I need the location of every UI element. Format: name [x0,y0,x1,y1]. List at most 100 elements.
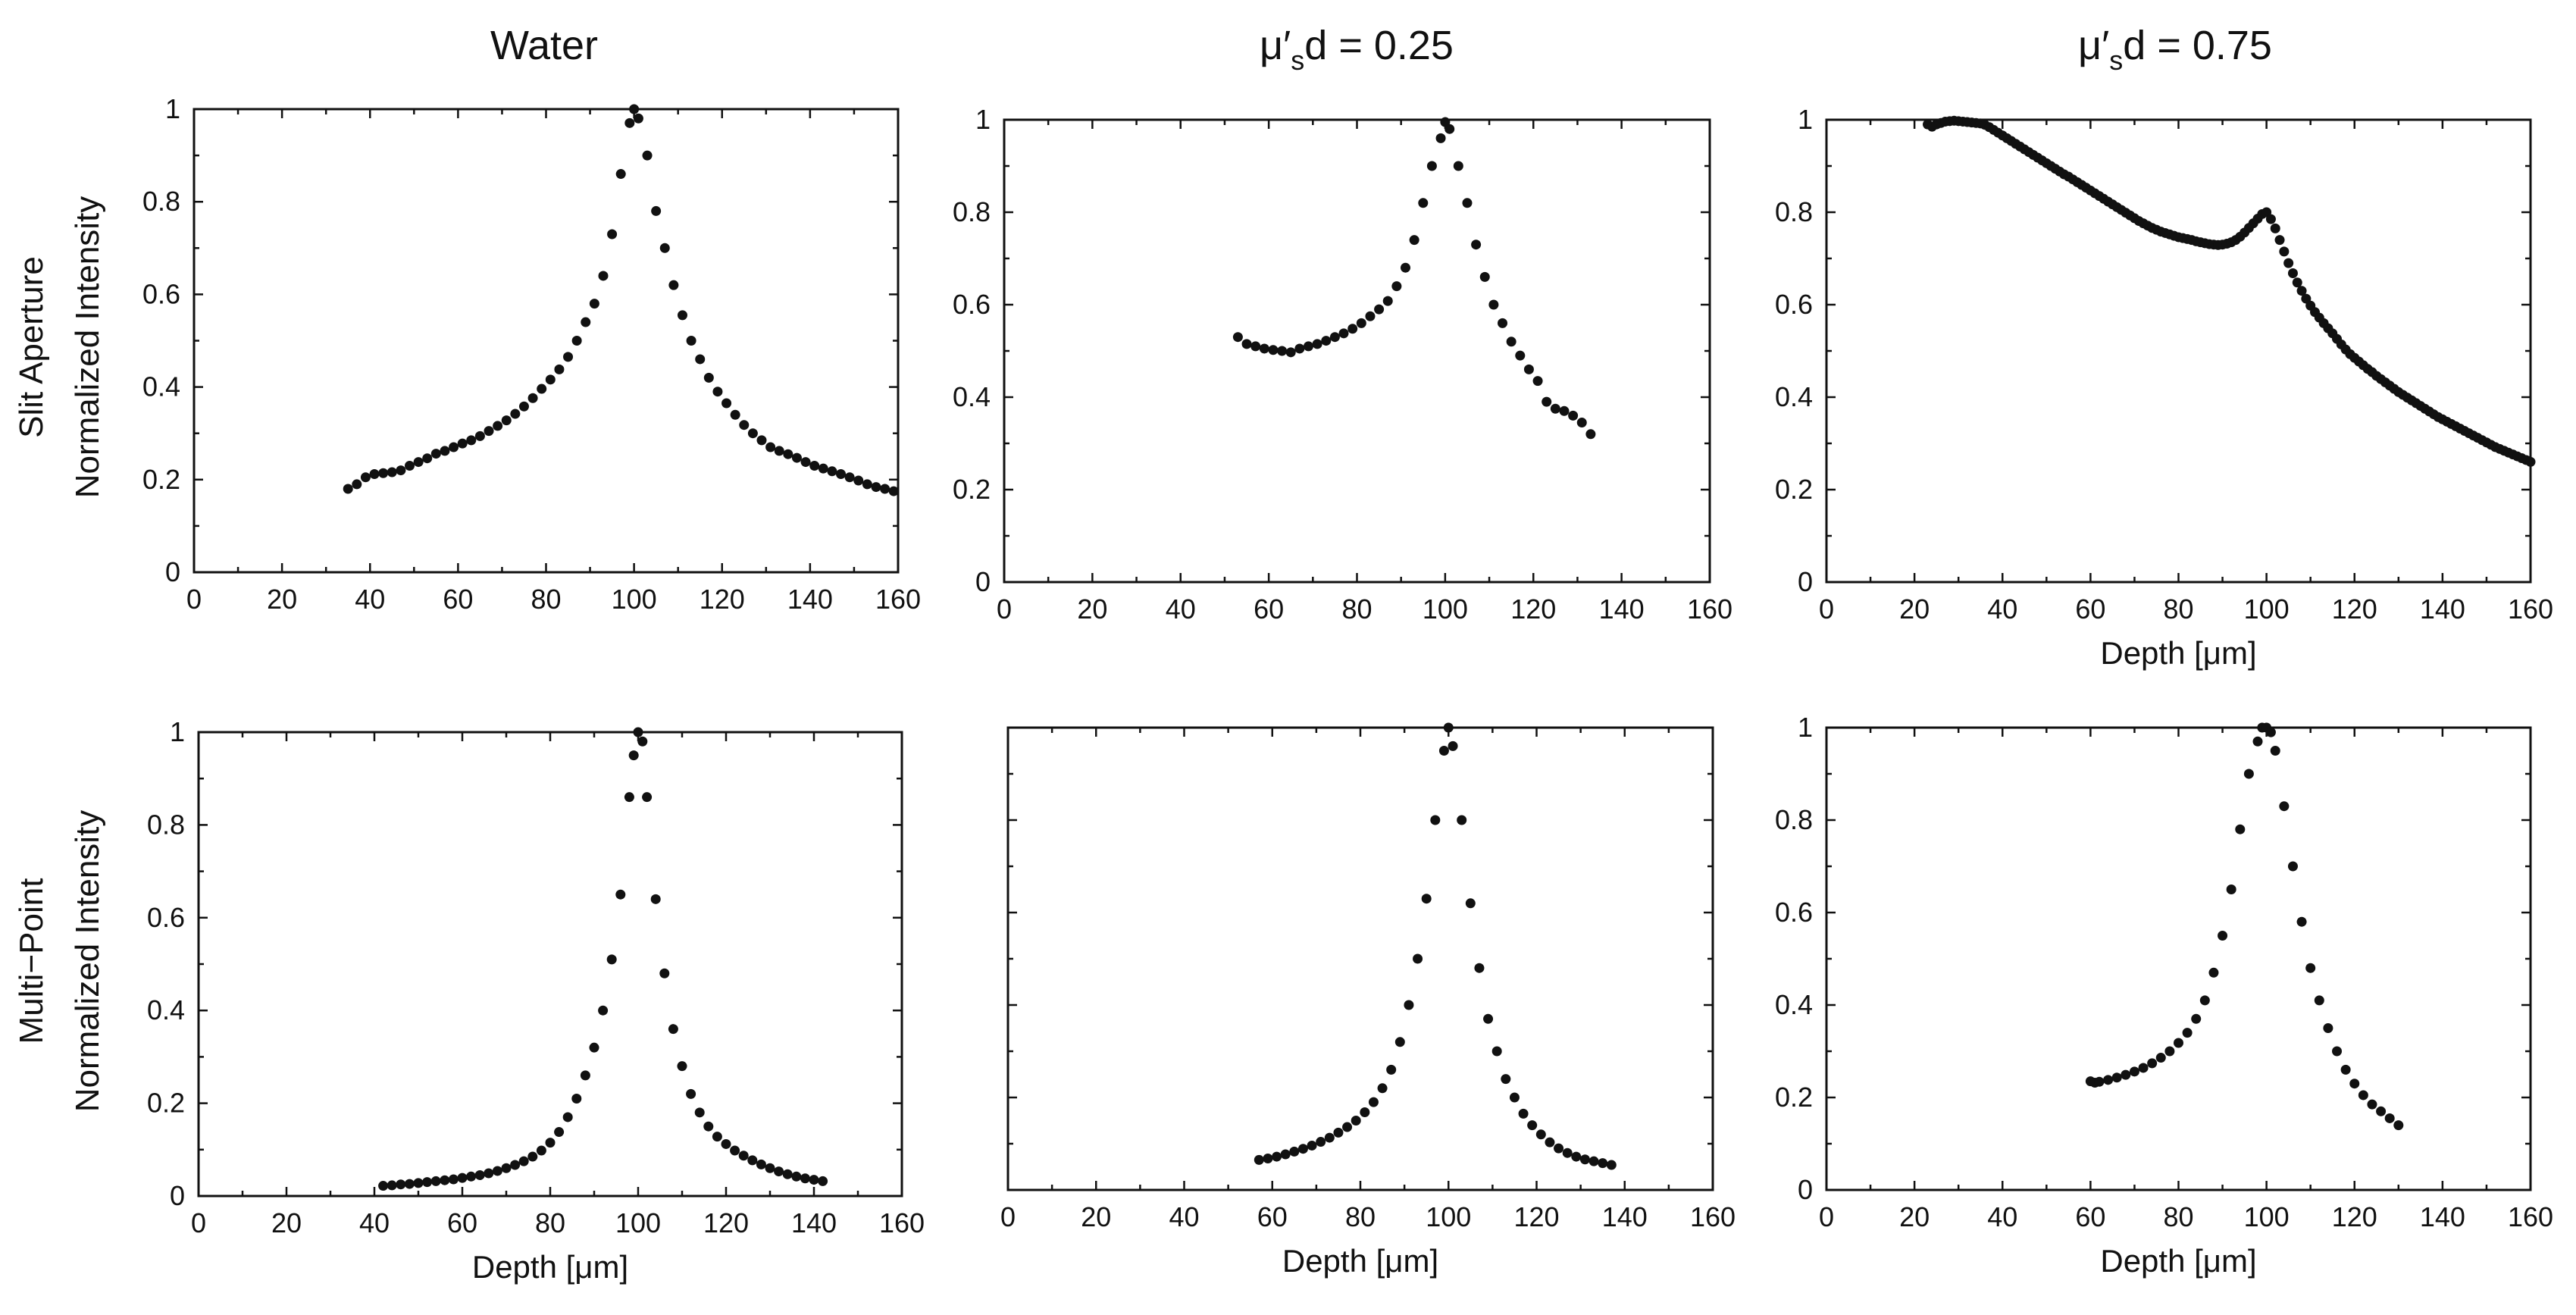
data-point [800,457,811,468]
data-point [430,1176,441,1186]
data-point [2138,1063,2149,1073]
series-points [2085,722,2404,1131]
data-point [827,466,837,477]
data-point [624,117,635,128]
data-point [1404,1000,1414,1010]
row-label-slit-line1: Slit Aperture [13,256,50,438]
data-point [1554,1143,1564,1154]
chart-multi-025: 0 20 40 60 80 100 120 140 160 Depth [μm] [1000,722,1736,1279]
column-title-mu-025: μ′sd = 0.25 [1260,23,1454,76]
data-point [677,310,687,321]
data-point [2274,235,2285,246]
data-point [880,484,890,494]
data-point [466,435,477,446]
data-point [387,467,397,477]
y-tick-label: 0.8 [142,186,180,217]
data-point [712,1132,722,1142]
data-point [598,271,609,281]
x-tick-label: 20 [1077,593,1107,625]
row-label-multipoint: Multi−Point Normalized Intensity [13,810,106,1113]
data-point [1568,410,1579,421]
y-axis [1008,726,1713,1191]
data-point [607,229,618,240]
data-point [1535,1129,1546,1140]
data-point [624,792,634,803]
data-point [1338,328,1349,339]
data-point [589,299,599,309]
data-point [2094,1076,2105,1087]
y-tick-label: 1 [1798,104,1813,135]
row-label-multipoint-line1: Multi−Point [13,878,50,1044]
y-tick-label: 1 [975,104,991,135]
data-point [501,415,512,426]
data-point [2199,995,2210,1006]
y-tick-label: 1 [1798,712,1813,743]
y-tick-label: 0.6 [147,902,185,933]
data-point [589,1042,599,1053]
x-tick-label: 120 [700,584,745,615]
data-point [492,1166,502,1176]
x-tick-label: 0 [1819,1201,1834,1232]
x-tick-label: 140 [2420,593,2465,625]
data-point [791,452,802,463]
data-point [2218,931,2228,941]
column-title-mu-025-suffix: d = 0.25 [1304,23,1454,68]
data-point [703,1121,714,1132]
data-point [2265,214,2276,224]
data-point [360,472,371,483]
chart-multi-water: 0 20 40 60 80 100 120 140 160 0 0.2 0.4 0.6 0.8 1 Depth… [147,716,925,1285]
data-point [1509,1092,1520,1103]
data-point [518,1156,529,1166]
data-point [2323,1023,2333,1033]
x-tick-label: 20 [1899,593,1930,625]
data-point [1438,746,1449,756]
series-points [343,104,899,496]
data-point [739,420,750,431]
data-point [1559,405,1570,416]
data-point [1532,376,1543,387]
data-point [1491,1046,1502,1057]
y-tick-label: 0 [975,566,991,597]
y-axis: 0 0.2 0.4 0.6 0.8 1 [1775,104,2531,597]
y-axis: 0 0.2 0.4 0.6 0.8 1 [142,93,898,587]
data-point [633,727,643,737]
data-point [422,1177,433,1188]
x-tick-label: 40 [355,584,385,615]
data-point [2367,1099,2377,1110]
x-tick-label: 60 [447,1207,477,1238]
data-point [1351,1116,1361,1126]
x-tick-label: 80 [1345,1201,1376,1232]
data-point [571,336,582,346]
data-point [1250,341,1261,352]
data-point [571,1093,582,1104]
data-point [501,1163,512,1173]
data-point [1443,722,1454,733]
x-tick-label: 140 [2420,1201,2465,1232]
x-tick-label: 100 [2244,1201,2290,1232]
data-point [712,387,723,397]
data-point [2393,1120,2404,1131]
plot-frame [1825,726,2532,1191]
x-tick-label: 0 [191,1207,206,1238]
data-point [765,1163,775,1173]
data-point [2305,963,2316,973]
data-point [405,460,415,471]
data-point [1426,161,1437,171]
series-points [1254,722,1617,1170]
data-point [1374,304,1385,315]
x-axis: 0 20 40 60 80 100 120 140 160 [1819,728,2553,1232]
x-tick-label: 60 [1257,1201,1288,1232]
x-tick-label: 160 [1687,593,1732,625]
data-point [422,453,433,464]
column-title-mu-075-sub: s [2109,45,2123,76]
data-point [1303,341,1313,352]
data-point [404,1179,415,1189]
data-point [1324,1132,1335,1143]
data-point [2147,1058,2158,1069]
data-point [527,1151,538,1162]
data-point [2384,1113,2395,1123]
x-tick-label: 20 [1899,1201,1930,1232]
data-point [2287,268,2298,279]
data-point [1312,339,1322,349]
data-point [1435,133,1446,143]
